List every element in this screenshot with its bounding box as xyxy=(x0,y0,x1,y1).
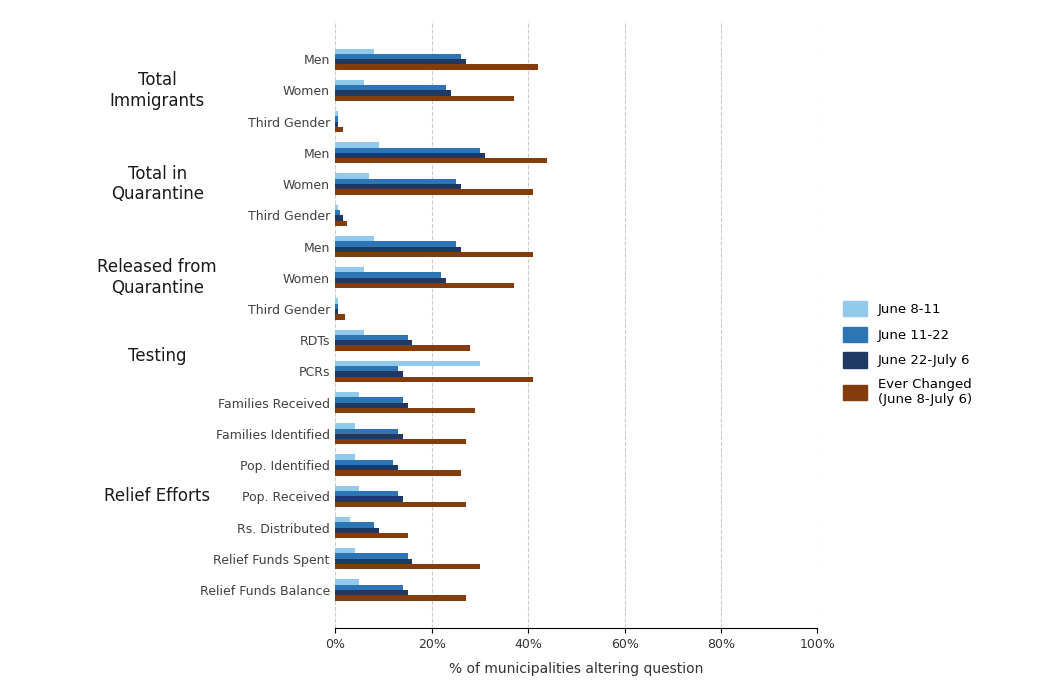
Bar xyxy=(335,346,471,351)
Bar xyxy=(335,371,402,377)
Bar xyxy=(335,522,374,528)
Bar xyxy=(335,470,461,476)
Bar xyxy=(335,408,475,413)
Bar xyxy=(335,147,480,153)
Bar xyxy=(335,179,456,184)
Text: Relief Efforts: Relief Efforts xyxy=(104,487,211,505)
Bar xyxy=(335,189,533,195)
Bar xyxy=(335,340,413,346)
Legend: June 8-11, June 11-22, June 22-July 6, Ever Changed
(June 8-July 6): June 8-11, June 11-22, June 22-July 6, E… xyxy=(844,301,971,406)
Text: Total
Immigrants: Total Immigrants xyxy=(110,71,204,110)
Bar xyxy=(335,49,374,54)
Bar xyxy=(335,304,337,309)
Bar xyxy=(335,517,350,522)
Bar xyxy=(335,283,514,288)
Bar xyxy=(335,54,461,59)
Bar xyxy=(335,329,365,335)
Bar xyxy=(335,272,441,278)
Bar xyxy=(335,158,547,163)
X-axis label: % of municipalities altering question: % of municipalities altering question xyxy=(450,662,703,676)
Bar xyxy=(335,403,408,408)
Bar xyxy=(335,564,480,570)
Bar xyxy=(335,579,359,585)
Bar xyxy=(335,221,348,226)
Bar xyxy=(335,246,461,252)
Text: Testing: Testing xyxy=(128,347,187,365)
Bar xyxy=(335,267,365,272)
Bar xyxy=(335,121,337,127)
Bar xyxy=(335,111,337,117)
Bar xyxy=(335,528,378,533)
Bar xyxy=(335,153,485,158)
Bar xyxy=(335,117,337,121)
Bar xyxy=(335,590,408,595)
Bar xyxy=(335,184,461,189)
Bar xyxy=(335,127,343,132)
Bar xyxy=(335,559,413,564)
Bar xyxy=(335,215,343,221)
Bar xyxy=(335,429,398,434)
Bar xyxy=(335,491,398,496)
Bar xyxy=(335,252,533,257)
Bar xyxy=(335,496,402,502)
Bar xyxy=(335,460,393,465)
Bar xyxy=(335,434,402,439)
Bar xyxy=(335,96,514,101)
Bar xyxy=(335,439,465,445)
Bar xyxy=(335,392,359,397)
Bar xyxy=(335,361,480,366)
Bar xyxy=(335,173,369,179)
Bar xyxy=(335,90,451,96)
Bar xyxy=(335,595,465,600)
Bar xyxy=(335,314,345,320)
Bar xyxy=(335,465,398,470)
Bar xyxy=(335,64,538,70)
Bar xyxy=(335,242,456,246)
Bar xyxy=(335,423,354,429)
Bar xyxy=(335,377,533,382)
Bar xyxy=(335,502,465,507)
Bar xyxy=(335,205,337,210)
Text: Released from
Quarantine: Released from Quarantine xyxy=(97,258,217,297)
Bar xyxy=(335,309,337,314)
Bar xyxy=(335,278,446,283)
Bar xyxy=(335,548,354,554)
Bar xyxy=(335,454,354,460)
Bar xyxy=(335,298,337,304)
Bar xyxy=(335,236,374,242)
Bar xyxy=(335,397,402,403)
Bar xyxy=(335,335,408,340)
Text: Total in
Quarantine: Total in Quarantine xyxy=(111,165,203,203)
Bar xyxy=(335,366,398,371)
Bar xyxy=(335,486,359,491)
Bar xyxy=(335,210,341,215)
Bar xyxy=(335,142,378,147)
Bar xyxy=(335,554,408,559)
Bar xyxy=(335,80,365,85)
Bar xyxy=(335,85,446,90)
Bar xyxy=(335,59,465,64)
Bar xyxy=(335,533,408,538)
Bar xyxy=(335,585,402,590)
